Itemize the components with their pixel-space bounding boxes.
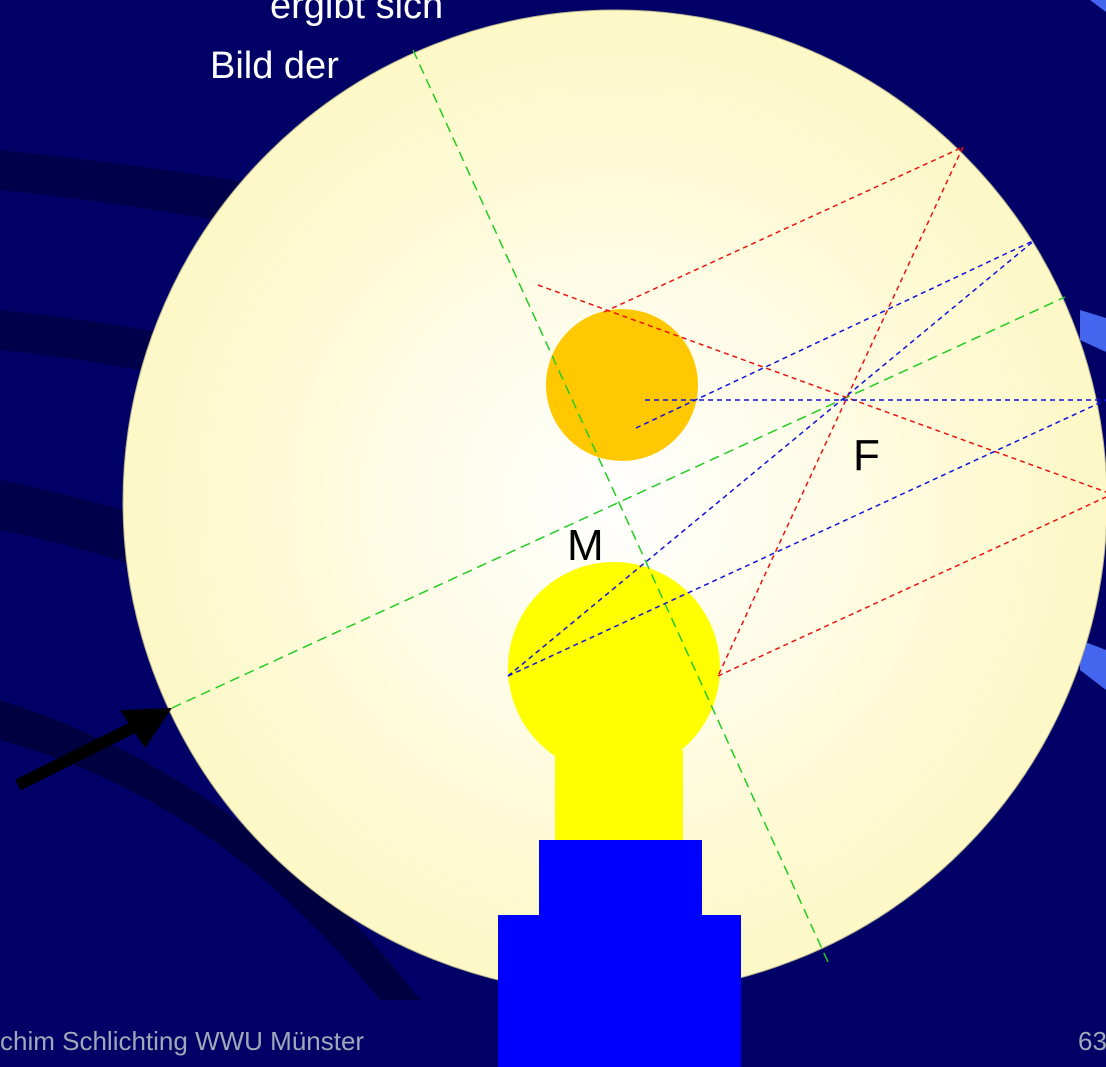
arrow-head [120, 708, 172, 748]
candle-base [498, 915, 741, 1067]
ray [507, 239, 1036, 677]
axis-ray [171, 296, 1066, 709]
candle-flame [508, 562, 720, 774]
swoosh [1080, 640, 1106, 690]
ray [507, 399, 1106, 677]
footer-author: chim Schlichting WWU Münster [0, 1026, 364, 1056]
ray [717, 146, 964, 677]
ray [603, 146, 964, 313]
swoosh [1090, 0, 1106, 12]
image-flame [546, 309, 698, 461]
heading-line: ergibt sich [270, 0, 443, 27]
center-label: M [567, 521, 604, 570]
arrow-shaft [15, 718, 143, 791]
page-number: 63 [1078, 1026, 1106, 1056]
ray [537, 284, 1106, 493]
focus-label: F [853, 431, 880, 480]
axis-ray [412, 49, 829, 963]
candle-neck [555, 750, 683, 842]
candle-body [539, 840, 702, 916]
swoosh [0, 700, 420, 1000]
heading-line: Bild der [210, 45, 339, 87]
ray [635, 239, 1036, 429]
swoosh [1080, 310, 1106, 352]
